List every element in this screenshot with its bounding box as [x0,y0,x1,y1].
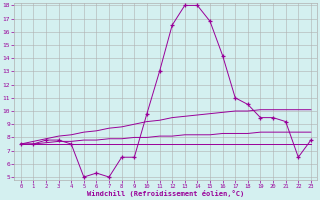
X-axis label: Windchill (Refroidissement éolien,°C): Windchill (Refroidissement éolien,°C) [87,190,244,197]
